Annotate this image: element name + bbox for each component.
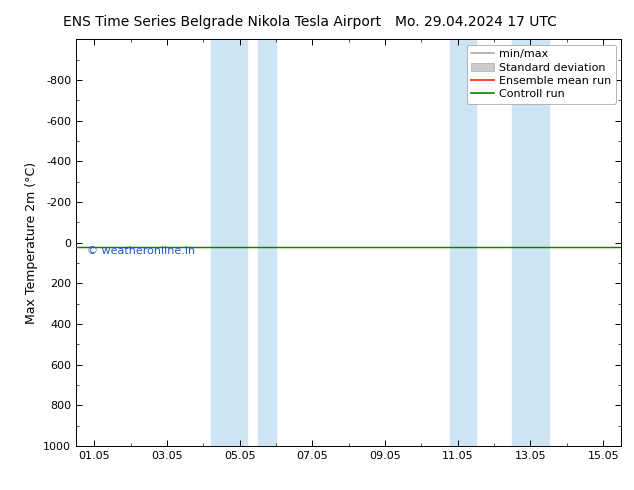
Text: © weatheronline.in: © weatheronline.in xyxy=(87,246,195,256)
Text: ENS Time Series Belgrade Nikola Tesla Airport: ENS Time Series Belgrade Nikola Tesla Ai… xyxy=(63,15,381,29)
Bar xyxy=(258,39,276,446)
Text: Mo. 29.04.2024 17 UTC: Mo. 29.04.2024 17 UTC xyxy=(394,15,557,29)
Bar xyxy=(210,39,247,446)
Legend: min/max, Standard deviation, Ensemble mean run, Controll run: min/max, Standard deviation, Ensemble me… xyxy=(467,45,616,104)
Bar xyxy=(451,39,476,446)
Y-axis label: Max Temperature 2m (°C): Max Temperature 2m (°C) xyxy=(25,162,37,323)
Bar xyxy=(512,39,548,446)
